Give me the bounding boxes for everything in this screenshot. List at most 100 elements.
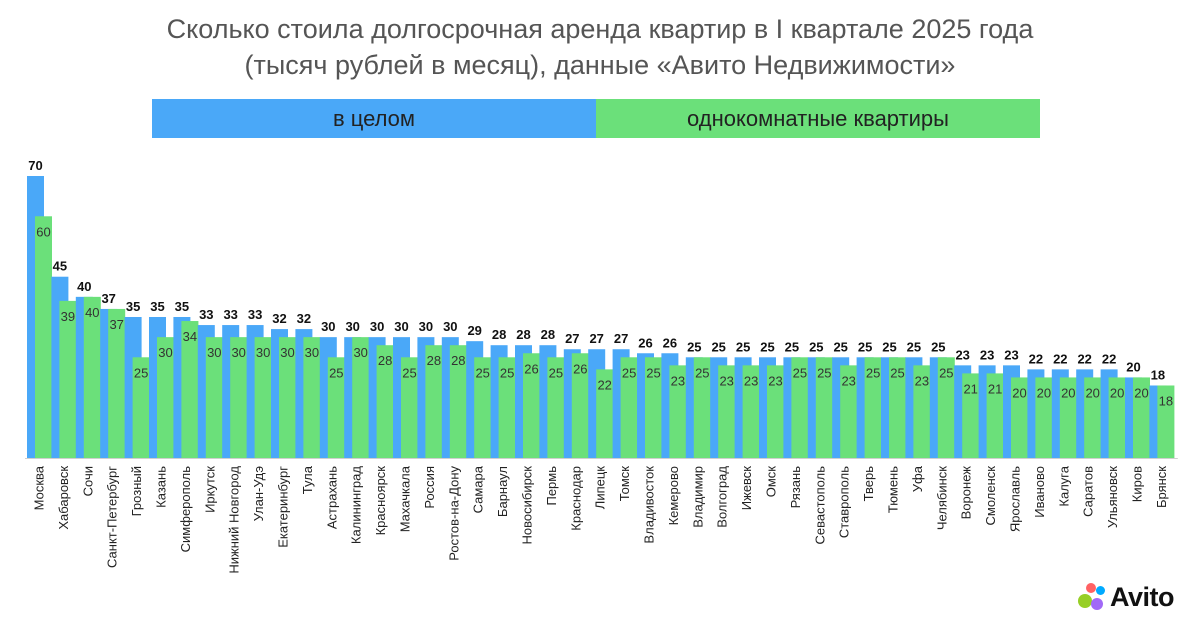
data-label-total: 26 xyxy=(663,335,677,350)
bar-one-room xyxy=(523,353,540,458)
bar-one-room xyxy=(449,345,467,458)
data-label-one-room: 20 xyxy=(1110,385,1124,400)
data-label-one-room: 20 xyxy=(1061,385,1075,400)
bar-one-room xyxy=(571,353,589,458)
avito-logo-text: Avito xyxy=(1110,581,1175,612)
bar-one-room xyxy=(547,357,565,458)
data-label-total: 33 xyxy=(248,307,262,322)
data-label-one-room: 20 xyxy=(1012,385,1026,400)
data-label-total: 28 xyxy=(492,327,506,342)
data-label-total: 30 xyxy=(321,319,335,334)
bar-one-room xyxy=(352,337,370,458)
data-label-total: 33 xyxy=(223,307,237,322)
data-label-one-room: 20 xyxy=(1085,385,1099,400)
bar-one-room xyxy=(279,337,296,458)
data-label-one-room: 25 xyxy=(793,365,807,380)
bar-one-room xyxy=(840,365,858,458)
data-label-total: 29 xyxy=(467,323,481,338)
data-label-total: 22 xyxy=(1077,351,1091,366)
data-label-total: 33 xyxy=(199,307,213,322)
data-label-total: 25 xyxy=(809,339,823,354)
data-label-one-room: 28 xyxy=(451,353,465,368)
category-label: Ярославль xyxy=(1008,466,1023,532)
category-label: Грозный xyxy=(129,466,144,516)
bar-one-room xyxy=(132,357,150,458)
data-label-total: 25 xyxy=(736,339,750,354)
data-label-one-room: 25 xyxy=(646,365,660,380)
bar-one-room xyxy=(327,357,345,458)
data-label-one-room: 25 xyxy=(500,365,514,380)
legend-item-one-room: однокомнатные квартиры xyxy=(596,99,1040,138)
data-label-one-room: 25 xyxy=(695,365,709,380)
data-label-one-room: 25 xyxy=(622,365,636,380)
data-label-total: 25 xyxy=(785,339,799,354)
bar-one-room xyxy=(1011,377,1028,458)
data-label-total: 25 xyxy=(711,339,725,354)
data-label-one-room: 30 xyxy=(305,345,319,360)
data-label-total: 22 xyxy=(1029,351,1043,366)
category-label: Нижний Новгород xyxy=(227,466,242,574)
bar-one-room xyxy=(1108,377,1126,458)
data-label-total: 27 xyxy=(614,331,628,346)
category-label: Астрахань xyxy=(324,466,339,529)
category-label: Барнаул xyxy=(495,466,510,517)
data-label-total: 25 xyxy=(931,339,945,354)
category-label: Москва xyxy=(32,465,47,510)
category-label: Тула xyxy=(300,465,315,494)
avito-logo: Avito xyxy=(1078,581,1175,612)
data-label-one-room: 30 xyxy=(231,345,245,360)
data-label-one-room: 23 xyxy=(744,373,758,388)
bar-one-room xyxy=(986,373,1004,458)
data-label-one-room: 22 xyxy=(597,377,611,392)
bar-one-room xyxy=(1157,385,1175,458)
data-label-one-room: 18 xyxy=(1159,393,1173,408)
category-label: Санкт-Петербург xyxy=(105,466,120,568)
category-label: Смоленск xyxy=(983,466,998,526)
data-label-one-room: 25 xyxy=(866,365,880,380)
data-label-one-room: 25 xyxy=(890,365,904,380)
category-label: Красноярск xyxy=(373,466,388,536)
category-label: Калуга xyxy=(1056,465,1071,506)
bar-one-room xyxy=(937,357,955,458)
bar-one-room xyxy=(596,369,614,458)
category-label: Иваново xyxy=(1032,466,1047,518)
data-label-total: 37 xyxy=(101,291,115,306)
data-label-total: 23 xyxy=(980,347,994,362)
bar-one-room xyxy=(376,345,394,458)
data-label-one-room: 20 xyxy=(1037,385,1051,400)
chart-subtitle: (тысяч рублей в месяц), данные «Авито Не… xyxy=(244,50,956,80)
data-label-one-room: 21 xyxy=(988,381,1002,396)
data-label-one-room: 28 xyxy=(378,353,392,368)
data-label-total: 45 xyxy=(53,259,67,274)
bar-one-room xyxy=(83,296,101,458)
data-label-one-room: 26 xyxy=(573,361,587,376)
data-label-total: 23 xyxy=(955,347,969,362)
data-label-total: 32 xyxy=(297,311,311,326)
data-label-total: 30 xyxy=(345,319,359,334)
data-label-total: 25 xyxy=(882,339,896,354)
data-label-total: 30 xyxy=(419,319,433,334)
data-label-one-room: 30 xyxy=(280,345,294,360)
category-label: Киров xyxy=(1130,466,1145,502)
bar-one-room xyxy=(303,337,321,458)
category-label: Владимир xyxy=(690,466,705,528)
category-label: Севастополь xyxy=(812,466,827,545)
category-label: Сочи xyxy=(80,466,95,496)
bar-one-room xyxy=(693,357,711,458)
bar-one-room xyxy=(669,365,687,458)
data-label-total: 27 xyxy=(589,331,603,346)
data-label-one-room: 20 xyxy=(1134,385,1148,400)
data-label-one-room: 25 xyxy=(475,365,489,380)
bar-one-room xyxy=(1035,377,1053,458)
bar-one-room xyxy=(1133,377,1150,458)
data-label-total: 20 xyxy=(1126,359,1140,374)
data-label-total: 35 xyxy=(126,299,140,314)
bar-one-room xyxy=(889,357,906,458)
data-label-one-room: 23 xyxy=(841,373,855,388)
data-label-one-room: 25 xyxy=(329,365,343,380)
category-label: Ростов-на-Дону xyxy=(446,466,461,561)
category-label: Новосибирск xyxy=(520,466,535,545)
bar-one-room xyxy=(425,345,443,458)
data-label-total: 25 xyxy=(760,339,774,354)
data-label-one-room: 40 xyxy=(85,305,99,320)
